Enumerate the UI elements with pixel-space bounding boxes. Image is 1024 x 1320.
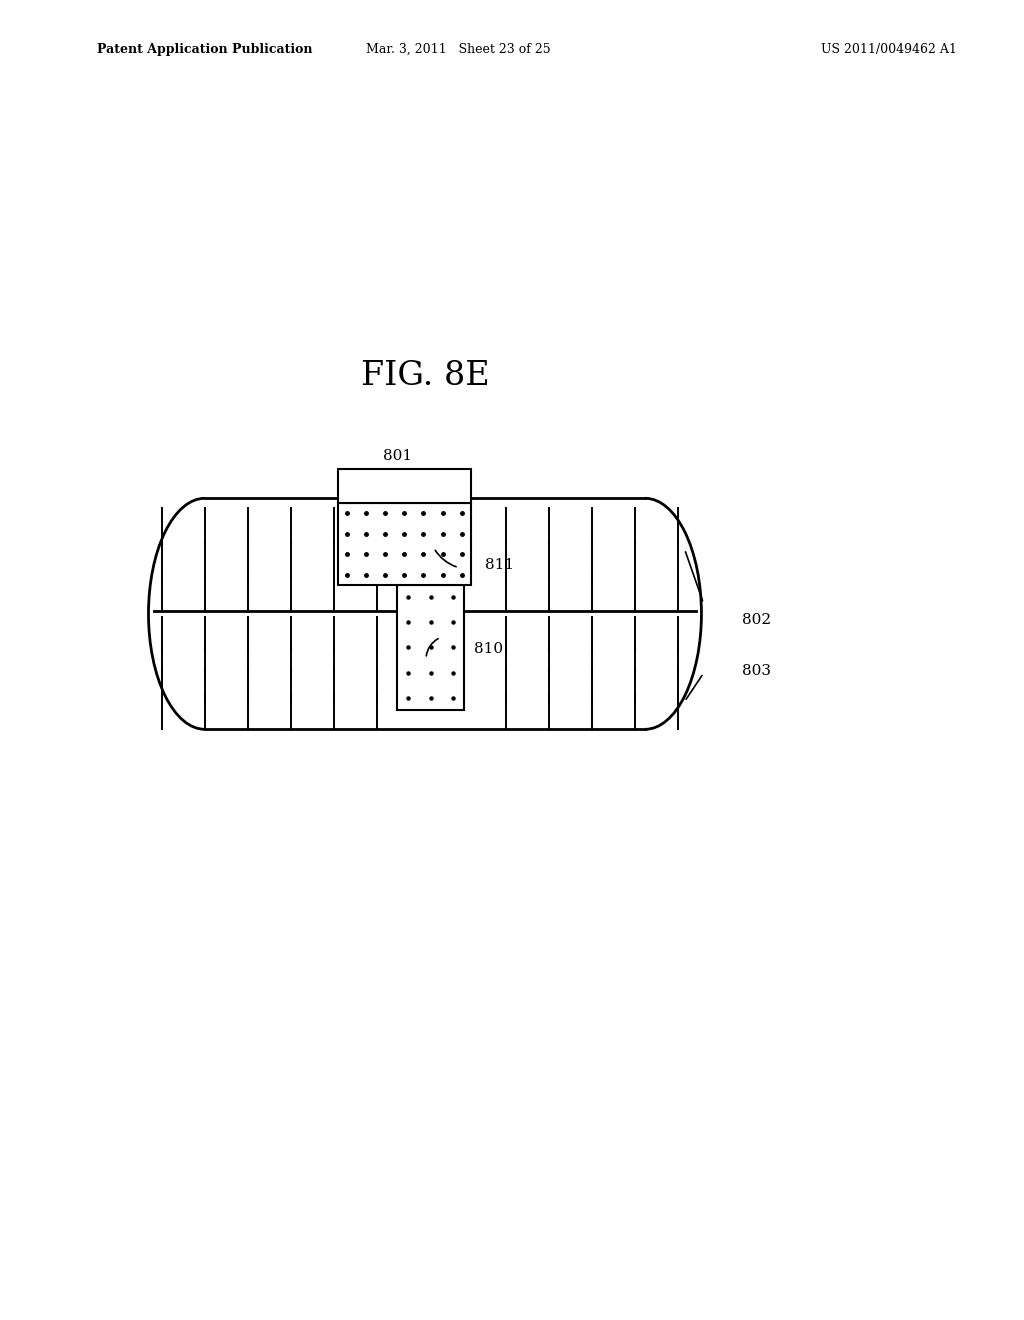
Text: 802: 802 [742,614,771,627]
Text: Patent Application Publication: Patent Application Publication [97,44,312,55]
Text: 810: 810 [474,643,503,656]
Bar [338,503,471,585]
Text: Mar. 3, 2011   Sheet 23 of 25: Mar. 3, 2011 Sheet 23 of 25 [367,44,551,55]
Bar [338,469,471,503]
Text: 803: 803 [742,664,771,677]
Text: US 2011/0049462 A1: US 2011/0049462 A1 [821,44,956,55]
Bar [397,585,464,710]
Text: FIG. 8E: FIG. 8E [360,360,489,392]
Text: 801: 801 [383,449,412,463]
Text: 811: 811 [485,558,514,572]
